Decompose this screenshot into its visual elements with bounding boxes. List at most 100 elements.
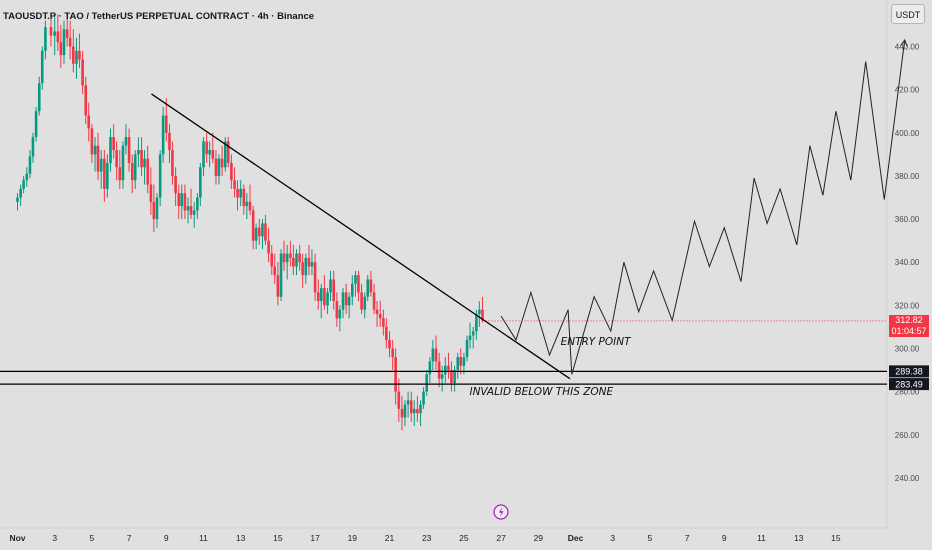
candle <box>301 253 304 289</box>
candle-body <box>437 361 441 379</box>
candle-body <box>292 257 295 267</box>
candle-body <box>338 309 342 319</box>
candle-body <box>192 210 196 215</box>
candle <box>292 244 295 276</box>
annotations-layer: ENTRY POINT INVALID BELOW THIS ZONE <box>469 336 632 398</box>
candle <box>22 175 25 194</box>
annotation-label: ENTRY POINT <box>561 336 632 348</box>
candle-body <box>326 292 329 306</box>
candle-body <box>242 188 246 207</box>
candle-body <box>174 175 177 194</box>
candle-body <box>109 137 112 163</box>
candle <box>295 249 298 276</box>
candle-body <box>62 29 66 56</box>
candle <box>236 180 239 211</box>
candle-body <box>316 292 320 302</box>
candle-body <box>301 262 304 276</box>
candle-body <box>295 253 298 267</box>
candle-body <box>84 85 88 116</box>
candle <box>378 301 382 327</box>
candle <box>329 270 332 302</box>
candle <box>258 219 261 245</box>
currency-unit-button[interactable]: USDT <box>891 4 925 24</box>
candle <box>53 14 56 56</box>
candle-body <box>264 223 267 241</box>
candle-body <box>313 262 317 293</box>
candle <box>251 206 255 250</box>
candle <box>465 335 469 362</box>
lightning-icon[interactable] <box>493 504 509 520</box>
candle-body <box>118 167 122 181</box>
candle-body <box>366 279 370 297</box>
candle <box>375 301 379 327</box>
time-tick-label: 17 <box>310 533 320 543</box>
price-axis[interactable]: 440.00 420.00 400.00 380.00 360.00 340.00 320.… <box>895 43 920 483</box>
candle <box>279 249 283 302</box>
zone-lines: 289.38 283.49 <box>0 320 929 391</box>
candle <box>412 400 416 427</box>
candle-body <box>397 391 401 409</box>
candle-body <box>450 370 453 383</box>
candle <box>289 240 292 267</box>
candle-body <box>31 137 35 157</box>
candle-body <box>375 309 379 314</box>
candle <box>245 193 249 220</box>
candle <box>440 365 444 392</box>
candle <box>481 296 484 323</box>
candle <box>106 154 109 198</box>
candle-body <box>161 115 165 155</box>
candle-body <box>431 348 435 362</box>
time-tick-label: 11 <box>199 533 208 543</box>
zone-label-box <box>889 378 929 391</box>
candle-body <box>96 145 100 172</box>
current-price-tag: 312.82 01:04:57 <box>889 314 929 337</box>
candle <box>264 214 267 245</box>
candle <box>168 124 171 163</box>
candle <box>149 167 153 215</box>
candle <box>388 331 391 358</box>
time-tick-label: Dec <box>568 533 584 543</box>
candle <box>177 184 181 220</box>
candle-body <box>168 132 171 151</box>
candle <box>68 20 72 60</box>
candle-body <box>103 158 106 189</box>
time-axis[interactable]: Nov 3 5 7 9 11 13 15 17 19 21 23 25 27 29 Dec 3 5 7 9 11 13 15 <box>9 533 840 543</box>
candle-body <box>385 326 388 340</box>
candle <box>394 348 397 405</box>
candle-body <box>106 162 109 189</box>
trendline <box>151 93 571 380</box>
time-tick-label: 23 <box>422 533 432 543</box>
price-tick-label: 300.00 <box>895 344 920 353</box>
time-tick-label: 21 <box>385 533 395 543</box>
candle-body <box>248 201 252 211</box>
candle <box>44 20 47 60</box>
candle <box>419 400 422 427</box>
candle-body <box>183 193 187 211</box>
candle <box>450 361 453 392</box>
candle <box>205 132 208 163</box>
time-tick-label: 9 <box>722 533 727 543</box>
candle <box>174 167 177 207</box>
candle <box>400 395 404 431</box>
time-tick-label: 7 <box>127 533 132 543</box>
candle <box>406 391 410 418</box>
candle <box>341 288 345 319</box>
price-tick-label: 320.00 <box>895 301 920 310</box>
candle <box>72 29 75 73</box>
candle <box>93 137 97 172</box>
candle <box>81 50 84 94</box>
candle <box>456 352 460 379</box>
candle-body <box>335 301 339 319</box>
candle <box>437 352 441 388</box>
candle <box>304 253 308 284</box>
candle-body <box>124 137 128 146</box>
candle-body <box>304 257 308 276</box>
candle-body <box>155 197 159 220</box>
candle-body <box>189 206 193 215</box>
candle <box>115 141 118 181</box>
time-tick-label: 19 <box>348 533 358 543</box>
candle-body <box>171 150 174 176</box>
candle <box>351 275 354 306</box>
chart-title: TAOUSDT.P · TAO / TetherUS PERPETUAL CON… <box>3 11 315 22</box>
